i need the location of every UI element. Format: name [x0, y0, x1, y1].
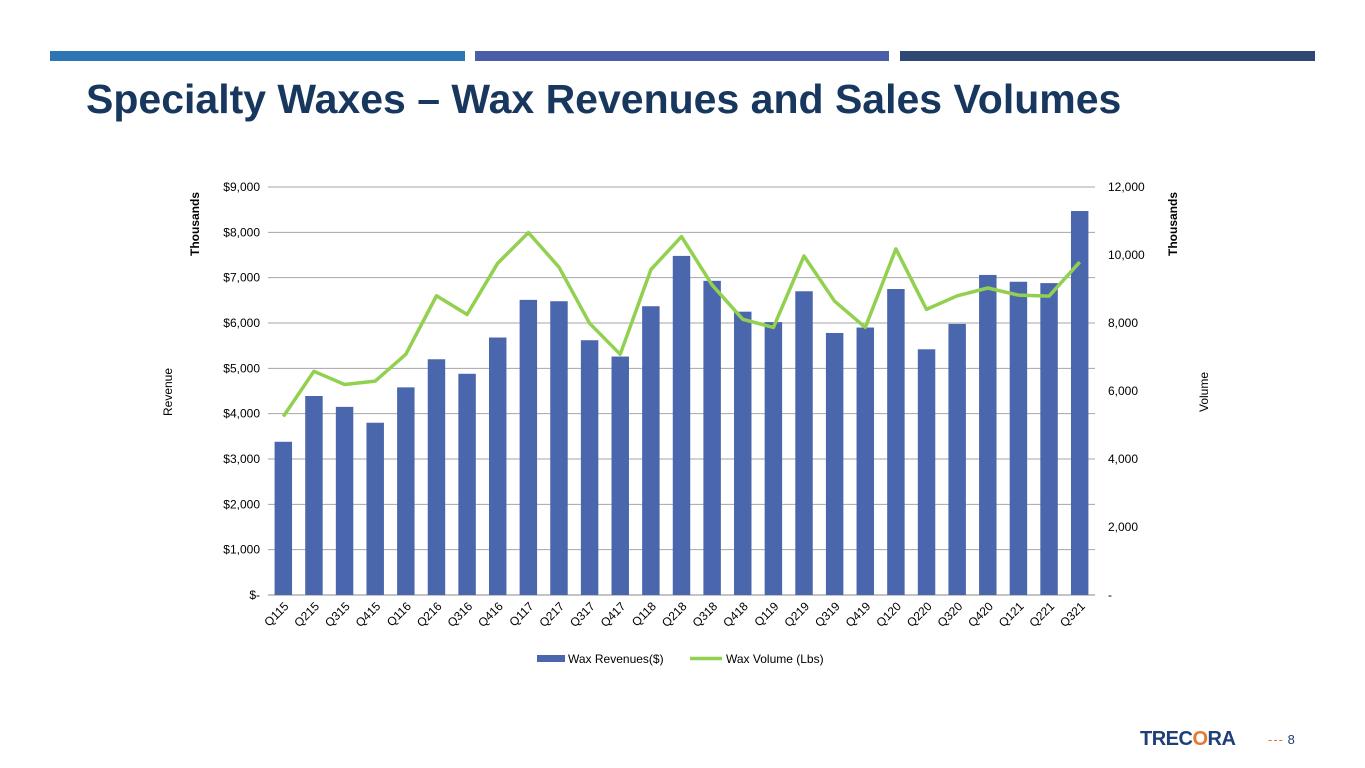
x-tick-label: Q220	[904, 599, 935, 630]
x-tick-label: Q419	[843, 599, 874, 630]
bar-revenue	[1009, 281, 1028, 595]
bar-revenue	[1070, 211, 1089, 595]
y-left-tick-label: $9,000	[223, 180, 260, 194]
bar-revenue	[397, 387, 415, 595]
y-right-tick-label: 8,000	[1108, 316, 1138, 330]
x-tick-label: Q420	[965, 599, 996, 630]
bar-revenue	[703, 280, 721, 595]
x-tick-label: Q415	[353, 599, 384, 630]
accent-strip-1	[50, 51, 465, 61]
bar-revenue	[366, 422, 384, 595]
y-left-axis-label: Revenue	[161, 368, 175, 416]
bar-revenue	[1040, 283, 1058, 595]
x-tick-label: Q416	[475, 599, 506, 630]
bar-revenue	[734, 311, 752, 595]
y-left-tick-label: $-	[249, 588, 260, 602]
bar-revenue	[764, 322, 783, 595]
accent-strip-2	[475, 51, 889, 61]
x-tick-label: Q321	[1057, 599, 1088, 630]
x-tick-label: Q316	[445, 599, 476, 630]
y-right-unit-label: Thousands	[1166, 192, 1180, 256]
trecora-logo: TRECORA	[1140, 728, 1236, 750]
bar-revenue	[519, 299, 538, 595]
y-left-tick-label: $4,000	[223, 407, 260, 421]
x-tick-label: Q116	[384, 599, 414, 629]
y-left-tick-label: $5,000	[223, 361, 260, 375]
y-right-tick-label: 12,000	[1108, 180, 1145, 194]
x-tick-label: Q119	[751, 599, 781, 629]
bar-revenue	[274, 441, 293, 595]
bar-revenue	[795, 291, 813, 595]
x-tick-label: Q318	[690, 599, 721, 630]
bar-revenue	[550, 301, 568, 595]
y-right-tick-label: 4,000	[1108, 452, 1138, 466]
y-right-tick-label: 6,000	[1108, 384, 1138, 398]
x-tick-label: Q219	[781, 599, 812, 630]
x-tick-label: Q319	[812, 599, 843, 630]
y-left-tick-label: $8,000	[223, 225, 260, 239]
x-tick-label: Q118	[629, 599, 659, 629]
x-tick-label: Q121	[996, 599, 1027, 630]
x-tick-label: Q417	[598, 599, 629, 630]
slide-title: Specialty Waxes – Wax Revenues and Sales…	[86, 76, 1122, 122]
bar-revenue	[642, 306, 660, 595]
y-left-tick-label: $2,000	[223, 497, 260, 511]
x-tick-label: Q317	[567, 599, 598, 630]
y-right-tick-label: 2,000	[1108, 520, 1138, 534]
y-right-axis-label: Volume	[1197, 372, 1211, 412]
x-tick-label: Q216	[414, 599, 445, 630]
y-left-tick-label: $6,000	[223, 316, 260, 330]
y-left-tick-label: $3,000	[223, 452, 260, 466]
x-tick-label: Q117	[506, 599, 536, 629]
bar-revenue	[611, 356, 629, 595]
legend-label-volume: Wax Volume (Lbs)	[726, 652, 824, 666]
bar-revenue	[948, 323, 966, 595]
x-tick-label: Q120	[873, 599, 904, 630]
bar-revenue	[887, 289, 905, 595]
x-tick-label: Q315	[322, 599, 353, 630]
bar-revenue	[580, 340, 599, 595]
accent-strip-3	[900, 51, 1315, 61]
x-tick-label: Q221	[1027, 599, 1058, 630]
bar-revenue	[917, 349, 936, 595]
x-tick-label: Q418	[720, 599, 751, 630]
x-tick-label: Q320	[935, 599, 966, 630]
bar-revenue	[488, 337, 507, 595]
y-left-tick-label: $7,000	[223, 271, 260, 285]
y-left-unit-label: Thousands	[188, 192, 202, 256]
bar-revenue	[335, 406, 354, 595]
y-right-tick-label: -	[1108, 588, 1112, 602]
x-tick-label: Q218	[659, 599, 690, 630]
bar-revenue	[856, 327, 875, 595]
bar-revenue	[672, 255, 691, 595]
y-right-tick-label: 10,000	[1108, 248, 1145, 262]
page-number: --- 8	[1268, 732, 1295, 747]
bar-revenue	[458, 373, 476, 595]
bar-revenue	[979, 274, 997, 595]
legend-label-revenue: Wax Revenues($)	[568, 652, 664, 666]
legend-swatch-revenue	[537, 655, 565, 662]
bar-revenue	[825, 332, 844, 595]
x-tick-label: Q115	[261, 599, 291, 629]
x-tick-label: Q217	[536, 599, 567, 630]
y-left-tick-label: $1,000	[223, 543, 260, 557]
x-tick-label: Q215	[291, 599, 322, 630]
bar-revenue	[305, 395, 323, 595]
bar-revenue	[427, 359, 446, 595]
